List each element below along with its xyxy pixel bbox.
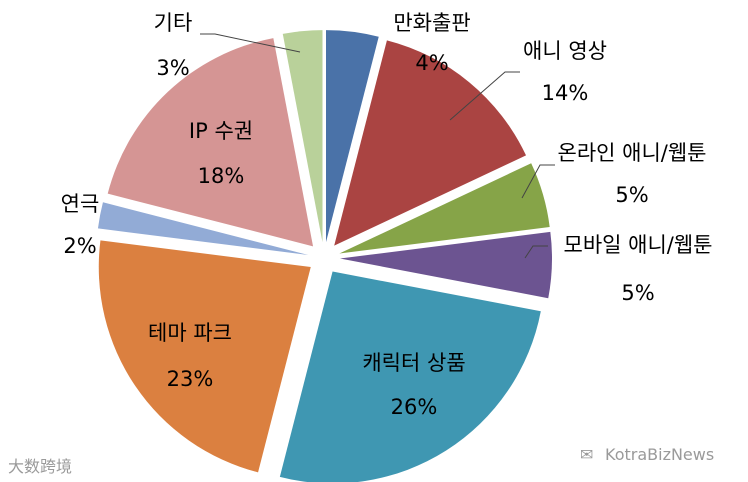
slice-label-3: 온라인 애니/웹툰 (558, 141, 707, 165)
leader-line-4 (524, 245, 548, 259)
leader-lines (200, 33, 555, 259)
pie-slice-2 (334, 40, 527, 246)
slice-value-6: 23% (167, 367, 214, 391)
watermark-right-text: KotraBizNews (605, 445, 714, 464)
slice-label-9: 기타 (154, 11, 193, 35)
pie-slice-3 (339, 163, 550, 254)
pie-slice-1 (326, 30, 379, 243)
slice-value-7: 2% (63, 234, 96, 258)
slice-label-6: 테마 파크 (148, 321, 232, 345)
leader-line-9 (200, 33, 301, 53)
watermark-right: ✉ KotraBizNews (580, 445, 714, 464)
slice-label-5: 캐릭터 상품 (362, 351, 465, 375)
leader-line-2 (449, 71, 520, 121)
slice-value-3: 5% (615, 183, 648, 207)
slice-value-4: 5% (621, 281, 654, 305)
pie-slice-7 (97, 202, 309, 256)
slice-value-1: 4% (415, 51, 448, 75)
leader-line-3 (521, 164, 555, 199)
slice-labels: 만화출판 4% 애니 영상 14% 온라인 애니/웹툰 5% 모바일 애니/웹툰 5% 캐릭터 … (61, 11, 713, 419)
slice-value-9: 3% (156, 56, 189, 80)
slice-label-8: IP 수권 (189, 119, 253, 143)
slice-label-2: 애니 영상 (523, 39, 607, 63)
slice-label-7: 연극 (61, 192, 100, 216)
slice-value-8: 18% (198, 164, 245, 188)
pie-slice-6 (98, 240, 311, 473)
watermark-left-text: 大数跨境 (8, 457, 72, 476)
pie-slice-4 (339, 231, 552, 299)
pie-slice-5 (279, 271, 541, 482)
pie-slice-9 (282, 30, 323, 243)
slice-label-1: 만화출판 (393, 11, 470, 35)
pie-slice-8 (107, 38, 314, 247)
slice-value-5: 26% (391, 395, 438, 419)
wechat-icon: ✉ (580, 445, 593, 464)
slice-value-2: 14% (542, 81, 589, 105)
pie-slices (97, 30, 552, 482)
slice-label-4: 모바일 애니/웹툰 (564, 233, 713, 257)
watermark-left: 大数跨境 (8, 457, 72, 476)
